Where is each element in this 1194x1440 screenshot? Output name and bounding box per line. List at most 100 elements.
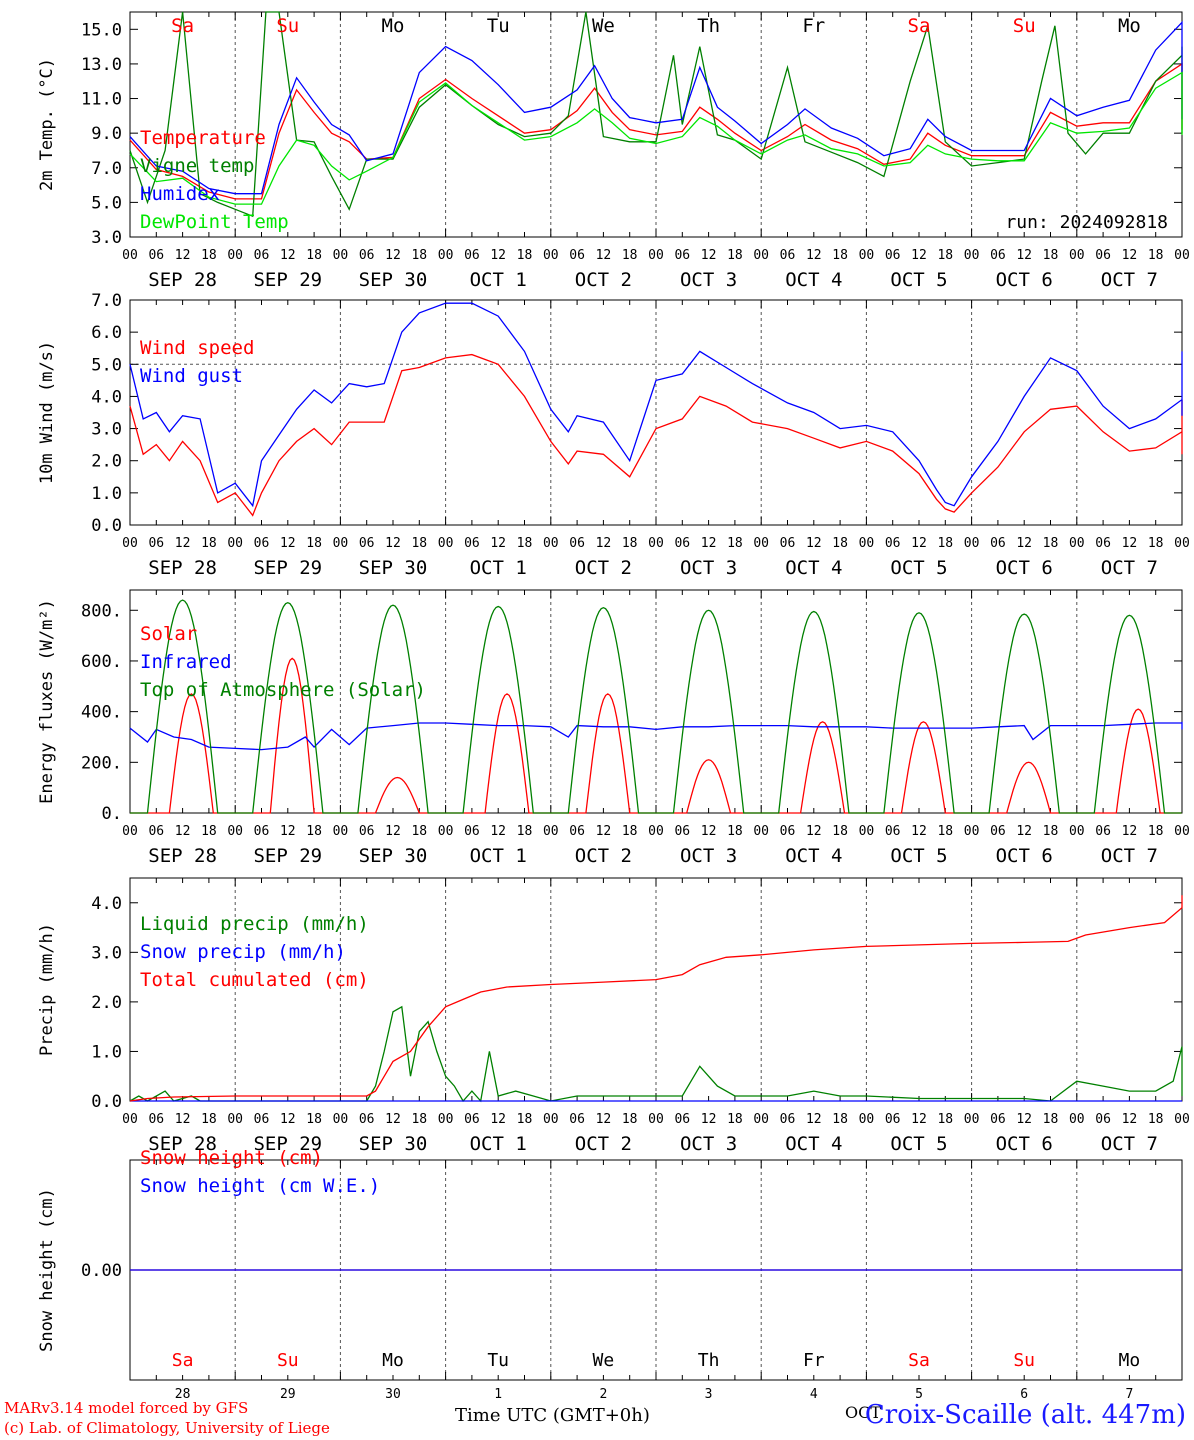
x-hour-label: 18 (832, 248, 848, 263)
x-date-label: OCT 4 (785, 1133, 842, 1155)
x-hour-label: 12 (280, 248, 296, 263)
day-name-top: Su (1013, 15, 1036, 37)
y-tick-label: 6.0 (91, 323, 122, 343)
x-hour-label: 00 (227, 248, 243, 263)
x-hour-label: 18 (201, 1112, 217, 1127)
x-hour-label: 00 (753, 824, 769, 839)
x-date-label: OCT 3 (680, 1133, 737, 1155)
x-hour-label: 18 (306, 1112, 322, 1127)
x-date-label: OCT 7 (1101, 557, 1158, 579)
x-hour-label: 06 (1095, 536, 1111, 551)
x-hour-label: 00 (122, 824, 138, 839)
x-date-label: SEP 29 (253, 845, 322, 867)
x-hour-label: 18 (306, 536, 322, 551)
x-hour-label: 12 (385, 824, 401, 839)
x-hour-label: 18 (937, 1112, 953, 1127)
x-hour-label: 06 (780, 824, 796, 839)
x-hour-label: 06 (148, 536, 164, 551)
y-tick-label: 0. (102, 804, 122, 824)
x-date-label: OCT 3 (680, 269, 737, 291)
y-tick-label: 200. (81, 753, 122, 773)
x-hour-label: 00 (438, 536, 454, 551)
x-hour-label: 12 (490, 536, 506, 551)
day-name-top: Mo (382, 15, 405, 37)
x-hour-label: 00 (438, 248, 454, 263)
panel-frame (129, 11, 1183, 238)
x-hour-label: 12 (701, 824, 717, 839)
day-name-bottom: Su (277, 1350, 299, 1371)
day-name-top: Th (697, 15, 720, 37)
legend-entry: Solar (140, 623, 197, 645)
x-hour-label: 00 (543, 248, 559, 263)
x-hour-label: 06 (990, 1112, 1006, 1127)
x-hour-label: 00 (122, 1112, 138, 1127)
x-hour-label: 18 (1148, 536, 1164, 551)
x-hour-label: 00 (1174, 536, 1190, 551)
series-line-infrared (129, 721, 1183, 751)
x-date-label: OCT 2 (575, 269, 632, 291)
x-hour-label: 00 (964, 248, 980, 263)
x-hour-label: 00 (122, 248, 138, 263)
x-hour-label: 18 (1043, 1112, 1059, 1127)
x-hour-label: 06 (569, 536, 585, 551)
x-hour-label: 12 (280, 1112, 296, 1127)
panel-frame (129, 589, 1183, 814)
x-hour-label: 18 (622, 824, 638, 839)
x-hour-label: 06 (674, 536, 690, 551)
series-line-top-of-atmosphere-solar- (130, 599, 1182, 814)
day-number-bottom: 7 (1125, 1387, 1133, 1402)
x-hour-label: 06 (885, 1112, 901, 1127)
x-hour-label: 18 (411, 1112, 427, 1127)
series-line-humidex (129, 20, 1183, 195)
x-hour-label: 12 (385, 536, 401, 551)
x-hour-label: 18 (1043, 824, 1059, 839)
x-hour-label: 18 (622, 248, 638, 263)
x-date-label: OCT 3 (680, 845, 737, 867)
x-hour-label: 18 (411, 824, 427, 839)
x-hour-label: 06 (990, 248, 1006, 263)
panel-frame (129, 299, 1183, 526)
day-number-bottom: 3 (705, 1387, 713, 1402)
x-date-label: SEP 29 (253, 1133, 322, 1155)
x-hour-label: 18 (832, 824, 848, 839)
x-hour-label: 18 (1043, 248, 1059, 263)
x-hour-label: 18 (411, 536, 427, 551)
x-hour-label: 00 (859, 824, 875, 839)
y-tick-label: 9.0 (91, 124, 122, 144)
day-number-bottom: 4 (810, 1387, 818, 1402)
x-hour-label: 00 (753, 1112, 769, 1127)
x-date-label: OCT 7 (1101, 1133, 1158, 1155)
x-hour-label: 00 (438, 1112, 454, 1127)
day-name-bottom: Sa (172, 1350, 194, 1371)
x-hour-label: 18 (727, 1112, 743, 1127)
series-line-total-cumulated-cm- (129, 895, 1183, 1102)
x-hour-label: 06 (569, 824, 585, 839)
x-hour-label: 12 (175, 248, 191, 263)
series-line-wind-gust (129, 302, 1183, 508)
y-axis-label: 10m Wind (m/s) (37, 341, 57, 484)
x-hour-label: 12 (911, 536, 927, 551)
x-hour-label: 12 (1016, 536, 1032, 551)
x-hour-label: 12 (596, 1112, 612, 1127)
x-date-label: OCT 4 (785, 269, 842, 291)
day-number-bottom: 29 (280, 1387, 296, 1402)
legend-entry: Wind gust (140, 365, 243, 387)
x-hour-label: 06 (359, 536, 375, 551)
legend-entry: Infrared (140, 651, 232, 673)
x-hour-label: 18 (1148, 824, 1164, 839)
panel-3 (129, 589, 1183, 814)
x-hour-label: 12 (806, 824, 822, 839)
x-hour-label: 00 (648, 824, 664, 839)
x-hour-label: 00 (1174, 1112, 1190, 1127)
x-hour-label: 06 (990, 824, 1006, 839)
y-tick-label: 2.0 (91, 993, 122, 1013)
x-date-label: OCT 5 (890, 1133, 947, 1155)
y-axis-label: Energy fluxes (W/m²) (37, 599, 57, 804)
x-hour-label: 06 (148, 824, 164, 839)
x-hour-label: 00 (648, 248, 664, 263)
x-hour-label: 12 (806, 248, 822, 263)
day-name-bottom: Mo (382, 1350, 404, 1371)
series-line-vigne-temp (129, 11, 1183, 218)
x-hour-label: 06 (464, 1112, 480, 1127)
x-hour-label: 00 (859, 1112, 875, 1127)
